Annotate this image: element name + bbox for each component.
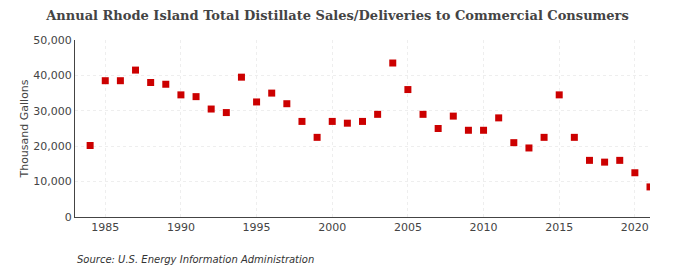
svg-text:30,000: 30,000 [33,105,72,118]
svg-text:0: 0 [65,211,72,224]
svg-text:1985: 1985 [91,221,119,234]
svg-text:2005: 2005 [394,221,422,234]
svg-text:1995: 1995 [243,221,271,234]
svg-text:2015: 2015 [545,221,573,234]
svg-text:50,000: 50,000 [33,34,72,47]
svg-text:Thousand Gallons: Thousand Gallons [18,79,31,178]
svg-text:2020: 2020 [621,221,649,234]
svg-text:Annual Rhode Island Total Dist: Annual Rhode Island Total Distillate Sal… [45,8,629,23]
svg-text:Source: U.S. Energy Informatio: Source: U.S. Energy Information Administ… [77,254,314,265]
svg-text:2000: 2000 [318,221,346,234]
svg-text:2010: 2010 [470,221,498,234]
svg-text:40,000: 40,000 [33,69,72,82]
svg-text:20,000: 20,000 [33,140,72,153]
svg-text:10,000: 10,000 [33,175,72,188]
svg-text:1990: 1990 [167,221,195,234]
